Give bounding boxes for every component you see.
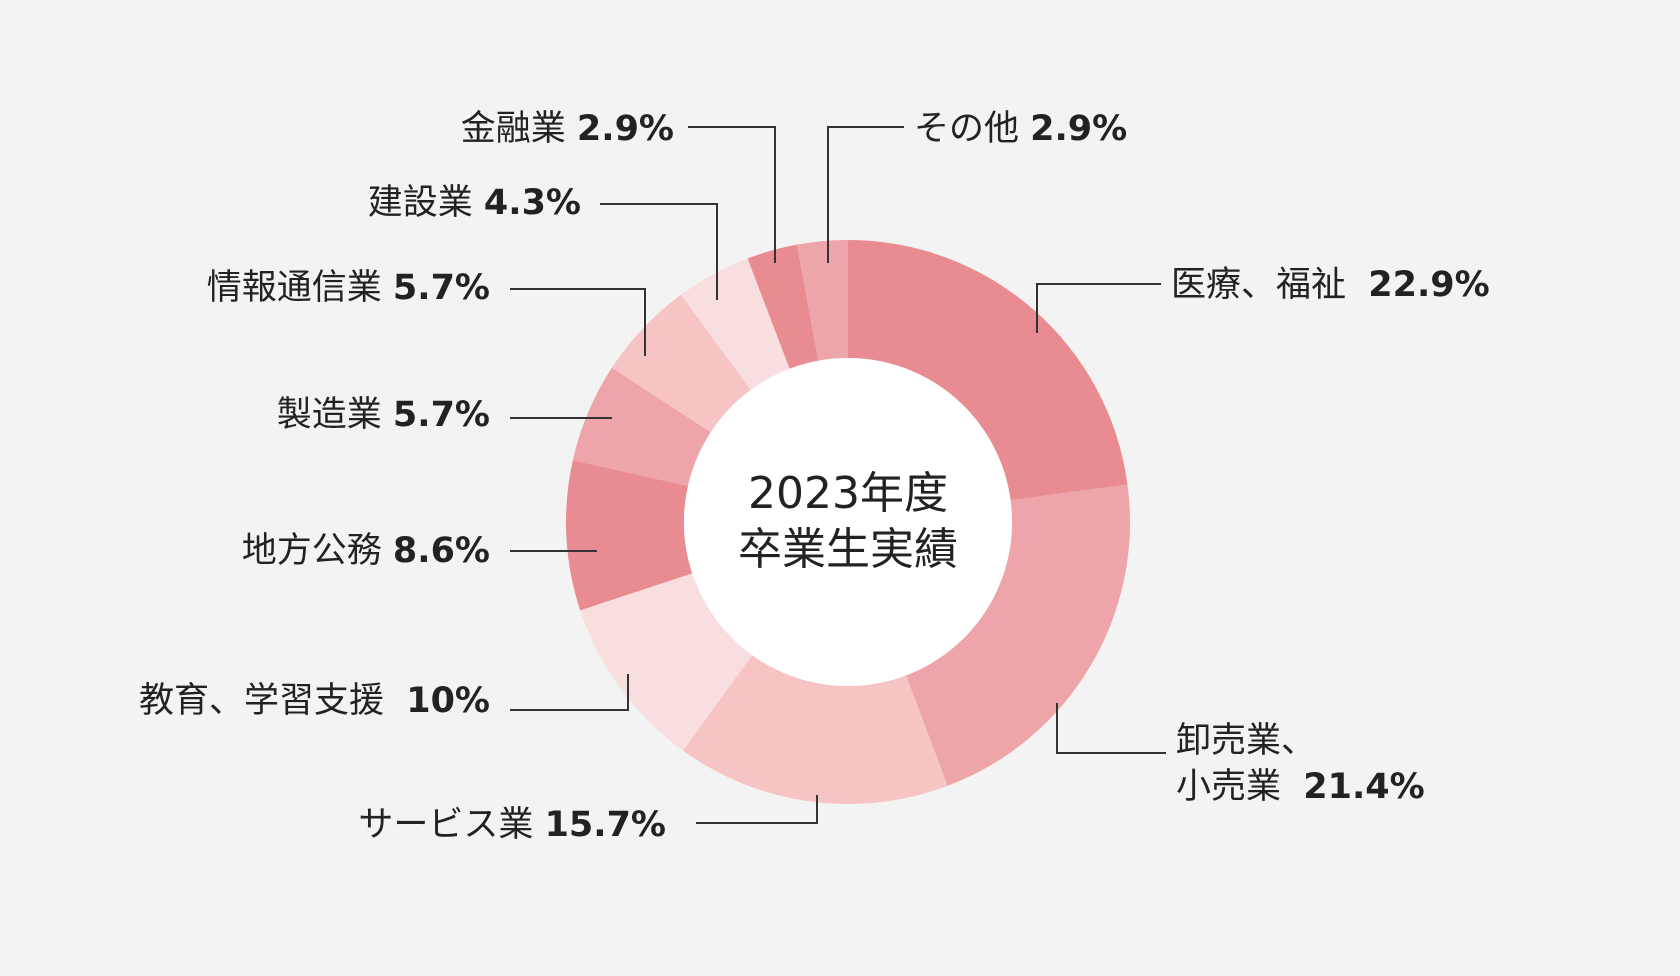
label-value: 8.6% bbox=[392, 531, 490, 571]
center-title: 2023年度 卒業生実績 bbox=[738, 466, 958, 578]
label-value: 2.9% bbox=[1030, 109, 1128, 149]
donut-slice-4 bbox=[565, 460, 693, 611]
donut-slice-7 bbox=[680, 258, 790, 390]
label-value: 21.4% bbox=[1303, 767, 1425, 807]
label-wholesale-retail: 卸売業、 小売業 21.4% bbox=[1176, 718, 1425, 810]
label-name-line2: 小売業 bbox=[1176, 767, 1282, 807]
leader-line-3 bbox=[510, 674, 629, 711]
label-name: サービス業 bbox=[358, 805, 534, 845]
label-finance: 金融業 2.9% bbox=[461, 112, 674, 147]
leader-line-6 bbox=[510, 288, 646, 356]
donut-slice-6 bbox=[611, 294, 751, 433]
label-name: 教育、学習支援 bbox=[138, 681, 384, 721]
label-name: 建設業 bbox=[367, 183, 473, 223]
donut-slice-8 bbox=[747, 244, 819, 369]
donut-slice-5 bbox=[572, 367, 711, 487]
center-title-line1: 2023年度 bbox=[748, 468, 948, 519]
label-value: 5.7% bbox=[392, 395, 490, 435]
label-name: 卸売業、 bbox=[1176, 721, 1317, 761]
label-construction: 建設業 4.3% bbox=[368, 186, 581, 221]
leader-line-7 bbox=[600, 203, 718, 300]
label-service: サービス業 15.7% bbox=[358, 808, 666, 843]
leader-line-8 bbox=[688, 126, 776, 263]
donut-slice-9 bbox=[796, 240, 848, 361]
label-it-communications: 情報通信業 5.7% bbox=[207, 271, 490, 306]
center-title-line2: 卒業生実績 bbox=[738, 524, 958, 575]
donut-slice-1 bbox=[905, 484, 1130, 786]
label-medical-welfare: 医療、福祉 22.9% bbox=[1171, 268, 1490, 303]
label-value: 5.7% bbox=[392, 268, 490, 308]
label-name: 金融業 bbox=[460, 109, 566, 149]
donut-slice-2 bbox=[683, 655, 948, 804]
leader-line-0 bbox=[1036, 283, 1161, 333]
label-value: 4.3% bbox=[483, 183, 581, 223]
label-value: 22.9% bbox=[1368, 265, 1490, 305]
donut-hole bbox=[684, 358, 1012, 686]
donut-slice-0 bbox=[848, 240, 1128, 501]
label-local-government: 地方公務 8.6% bbox=[242, 534, 490, 569]
donut-slice-3 bbox=[580, 573, 753, 751]
label-name: 情報通信業 bbox=[206, 268, 382, 308]
label-other: その他 2.9% bbox=[914, 112, 1127, 147]
label-manufacturing: 製造業 5.7% bbox=[277, 398, 490, 433]
leader-line-9 bbox=[827, 126, 904, 263]
label-education: 教育、学習支援 10% bbox=[139, 684, 490, 719]
leader-line-1 bbox=[1056, 703, 1166, 754]
leader-line-2 bbox=[696, 795, 818, 824]
label-value: 15.7% bbox=[544, 805, 666, 845]
label-name: その他 bbox=[914, 109, 1020, 149]
label-value: 2.9% bbox=[576, 109, 674, 149]
label-value: 10% bbox=[406, 681, 490, 721]
label-name: 地方公務 bbox=[241, 531, 382, 571]
label-name: 製造業 bbox=[276, 395, 382, 435]
label-name: 医療、福祉 bbox=[1171, 265, 1347, 305]
